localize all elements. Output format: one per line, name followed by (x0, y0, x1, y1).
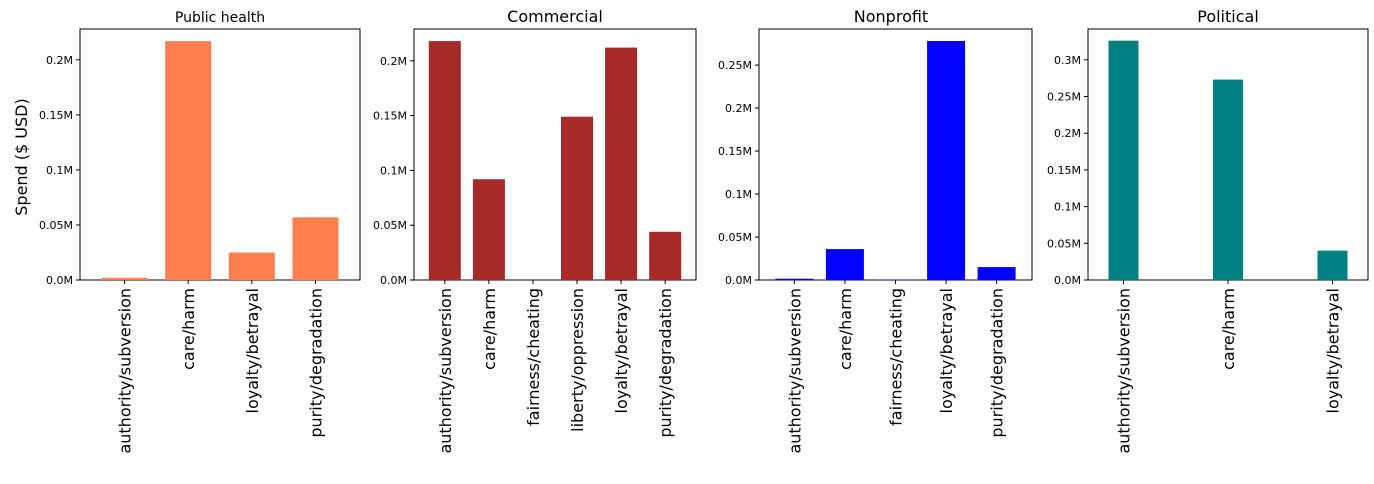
y-tick-label: 0.2M (46, 54, 73, 67)
bar-purity-degradation (649, 232, 681, 280)
panel-commercial: Commercial 0.0M 0.05M 0.1M 0.15M 0.2M authori… (373, 7, 696, 454)
x-tick-label: purity/degradation (988, 288, 1007, 438)
y-tick-label: 0.0M (46, 274, 73, 287)
bar-authority-subversion (429, 41, 461, 280)
x-tick-label: fairness/cheating (887, 288, 906, 426)
y-tick-label: 0.0M (1054, 274, 1081, 287)
y-tick-label: 0.0M (380, 274, 407, 287)
x-tick-label: care/harm (836, 288, 855, 370)
y-tick-label: 0.2M (380, 55, 407, 68)
panel-title: Commercial (507, 7, 603, 26)
y-tick-label: 0.25M (1047, 91, 1081, 104)
y-tick-label: 0.2M (1054, 127, 1081, 140)
bar-authority-subversion (102, 278, 148, 280)
y-tick-label: 0.0M (725, 274, 752, 287)
y-tick-label: 0.05M (1047, 237, 1081, 250)
y-tick-label: 0.15M (718, 145, 752, 158)
x-tick-label: authority/subversion (1115, 288, 1134, 454)
bar-purity-degradation (978, 267, 1016, 280)
y-tick-label: 0.15M (1047, 164, 1081, 177)
x-tick-label: purity/degradation (306, 288, 325, 438)
panel-nonprofit: Nonprofit 0.0M 0.05M 0.1M 0.15M 0.2M 0.25M aut… (718, 7, 1032, 454)
y-tick-label: 0.1M (380, 164, 407, 177)
x-tick-label: authority/subversion (785, 288, 804, 454)
panel-public-health: Public health 0.0M 0.05M 0.1M 0.15M 0.2M auth… (39, 10, 360, 454)
x-tick-label: purity/degradation (656, 288, 675, 438)
panel-title: Nonprofit (854, 7, 928, 26)
y-tick-label: 0.05M (39, 219, 73, 232)
y-tick-label: 0.15M (373, 110, 407, 123)
y-tick-label: 0.1M (725, 188, 752, 201)
y-tick-label: 0.2M (725, 102, 752, 115)
bar-loyalty-betrayal (605, 48, 637, 280)
x-tick-label: authority/subversion (436, 288, 455, 454)
bar-care-harm (473, 179, 505, 280)
bar-care-harm (1213, 80, 1243, 280)
x-tick-label: loyalty/betrayal (612, 288, 631, 413)
bar-loyalty-betrayal (1318, 251, 1348, 280)
bar-purity-degradation (293, 217, 339, 280)
y-tick-label: 0.05M (718, 231, 752, 244)
x-tick-label: loyalty/betrayal (243, 288, 262, 413)
panel-title: Public health (175, 10, 265, 26)
bar-liberty-oppression (561, 117, 593, 280)
bar-authority-subversion (775, 279, 813, 280)
panel-political: Political 0.0M 0.05M 0.1M 0.15M 0.2M 0.25M 0.3… (1047, 7, 1368, 454)
x-tick-label: authority/subversion (116, 288, 135, 454)
x-tick-label: care/harm (480, 288, 499, 370)
x-tick-label: care/harm (1219, 288, 1238, 370)
y-tick-label: 0.05M (373, 219, 407, 232)
y-tick-label: 0.15M (39, 109, 73, 122)
x-tick-label: care/harm (179, 288, 198, 370)
x-tick-label: fairness/cheating (524, 288, 543, 426)
x-tick-label: liberty/oppression (568, 288, 587, 432)
bar-authority-subversion (1109, 41, 1139, 280)
bar-care-harm (165, 41, 211, 280)
y-tick-label: 0.3M (1054, 54, 1081, 67)
plot-frame (759, 29, 1032, 280)
x-tick-label: loyalty/betrayal (937, 288, 956, 413)
y-tick-label: 0.1M (1054, 201, 1081, 214)
y-tick-label: 0.25M (718, 59, 752, 72)
bar-loyalty-betrayal (229, 253, 275, 281)
y-axis-label: Spend ($ USD) (12, 98, 31, 215)
bar-care-harm (826, 249, 864, 280)
bar-loyalty-betrayal (927, 41, 965, 280)
y-tick-label: 0.1M (46, 164, 73, 177)
panel-title: Political (1197, 7, 1259, 26)
x-tick-label: loyalty/betrayal (1323, 288, 1342, 413)
